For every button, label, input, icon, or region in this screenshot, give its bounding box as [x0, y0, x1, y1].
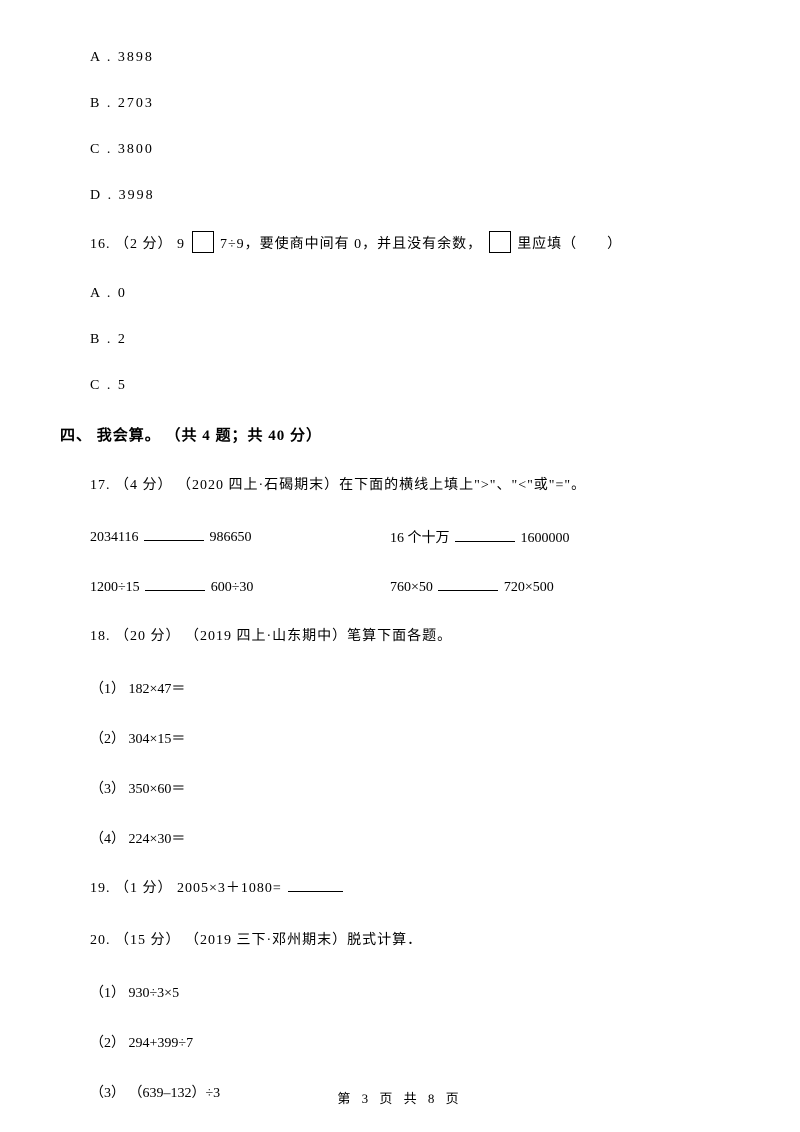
- q17-blank-1[interactable]: [144, 527, 204, 541]
- q18-sub1: （1） 182×47＝: [90, 678, 740, 698]
- question-16: 16. （2 分） 9 7÷9，要使商中间有 0，并且没有余数， 里应填（ ）: [90, 234, 740, 256]
- q20-sub2: （2） 294+399÷7: [90, 1032, 740, 1052]
- option-a: A . 3898: [90, 50, 740, 66]
- question-18: 18. （20 分） （2019 四上·山东期中）笔算下面各题。: [90, 626, 740, 648]
- q16-prefix: 16. （2 分） 9: [90, 237, 185, 252]
- q17-r2-left-a: 1200÷15: [90, 580, 140, 595]
- q16-option-a: A . 0: [90, 286, 740, 302]
- q17-row1: 2034116 986650 16 个十万 1600000: [90, 527, 740, 547]
- option-b: B . 2703: [90, 96, 740, 112]
- q18-sub2: （2） 304×15＝: [90, 728, 740, 748]
- q18-sub4: （4） 224×30＝: [90, 828, 740, 848]
- q16-box2[interactable]: [489, 231, 511, 253]
- q17-r2-right-b: 720×500: [504, 580, 554, 595]
- q17-blank-2[interactable]: [455, 528, 515, 542]
- q17-r2-right-a: 760×50: [390, 580, 433, 595]
- q19-prefix: 19. （1 分） 2005×3＋1080=: [90, 881, 282, 896]
- question-20: 20. （15 分） （2019 三下·邓州期末）脱式计算．: [90, 930, 740, 952]
- question-19: 19. （1 分） 2005×3＋1080=: [90, 878, 740, 900]
- q17-r1-left-a: 2034116: [90, 530, 142, 545]
- q16-option-c: C . 5: [90, 378, 740, 394]
- q17-row2: 1200÷15 600÷30 760×50 720×500: [90, 577, 740, 596]
- q20-sub1: （1） 930÷3×5: [90, 982, 740, 1002]
- q17-r1-left-b: 986650: [209, 530, 251, 545]
- q19-blank[interactable]: [288, 878, 343, 892]
- q17-r2-left-b: 600÷30: [211, 580, 254, 595]
- q16-mid: 7÷9，要使商中间有 0，并且没有余数，: [220, 237, 482, 252]
- q18-sub3: （3） 350×60＝: [90, 778, 740, 798]
- option-d: D . 3998: [90, 188, 740, 204]
- page-footer: 第 3 页 共 8 页: [0, 1088, 800, 1107]
- q17-blank-4[interactable]: [438, 577, 498, 591]
- q17-r1-right-b: 1600000: [521, 531, 570, 546]
- question-17: 17. （4 分） （2020 四上·石碣期末）在下面的横线上填上">"、"<"…: [90, 475, 740, 497]
- q16-option-b: B . 2: [90, 332, 740, 348]
- option-c: C . 3800: [90, 142, 740, 158]
- q17-r1-right-a: 16 个十万: [390, 531, 450, 546]
- q17-blank-3[interactable]: [145, 577, 205, 591]
- section-4-header: 四、 我会算。 （共 4 题；共 40 分）: [60, 424, 740, 445]
- q16-suffix: 里应填（ ）: [517, 237, 622, 252]
- q16-box1[interactable]: [192, 231, 214, 253]
